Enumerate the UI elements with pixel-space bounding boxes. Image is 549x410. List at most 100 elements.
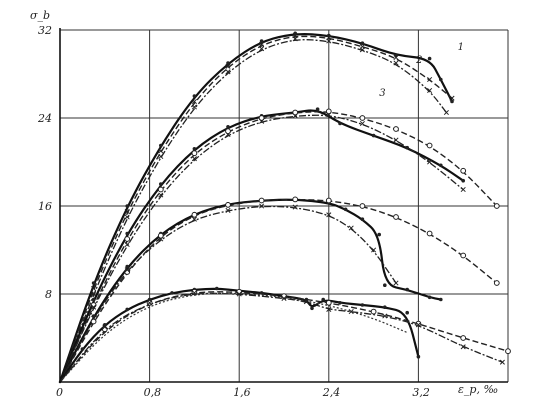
axes bbox=[59, 28, 508, 383]
series-8-point-10 bbox=[371, 247, 377, 253]
series-8-point-5 bbox=[225, 207, 231, 213]
series-5-point-5 bbox=[225, 131, 231, 138]
series-11-point-9 bbox=[382, 313, 388, 319]
series-0-point-2 bbox=[125, 204, 129, 208]
series-6-point-2 bbox=[125, 264, 129, 269]
series-6-point-15 bbox=[439, 297, 443, 302]
series-2-point-9 bbox=[359, 47, 365, 53]
series-9-point-18 bbox=[416, 354, 421, 359]
y-axis-label: σ_b bbox=[30, 9, 50, 22]
series-11-point-4 bbox=[236, 291, 242, 297]
series-10-point-6 bbox=[325, 299, 332, 306]
series-0-point-9 bbox=[360, 41, 365, 45]
series-2-point-6 bbox=[259, 46, 265, 52]
series-7-point-9 bbox=[359, 203, 366, 209]
series-11-point-5 bbox=[281, 295, 287, 301]
series-11-point-8 bbox=[348, 309, 354, 315]
series-8-point-7 bbox=[292, 204, 298, 210]
x-axis-label: ε_p, ‰ bbox=[458, 383, 498, 396]
series-6-point-12 bbox=[383, 283, 387, 288]
series-5-point-10 bbox=[393, 137, 399, 143]
series-9-point-5 bbox=[170, 291, 174, 295]
series-8-point-8 bbox=[326, 212, 332, 218]
series-1-point-3 bbox=[158, 148, 164, 154]
series-6-point-14 bbox=[427, 295, 432, 300]
curve-label-1: 1 bbox=[458, 42, 464, 53]
series-9-point-3 bbox=[125, 307, 129, 312]
series-9-point-16 bbox=[383, 305, 387, 310]
markers-layer bbox=[80, 31, 511, 365]
series-3-point-10 bbox=[371, 133, 376, 138]
series-2-point-2 bbox=[124, 214, 130, 220]
series-11-point-2 bbox=[147, 300, 153, 306]
labels-layer: σ_b ε_p, ‰ 0 0,8 1,6 2,4 3,2 8 16 24 32 1 2 3 bbox=[30, 9, 498, 399]
series-11-point-1 bbox=[102, 324, 108, 330]
series-0-point-13 bbox=[450, 99, 454, 104]
series-4-point-9 bbox=[359, 115, 366, 121]
series-1-point-11 bbox=[427, 76, 433, 83]
series-4-point-8 bbox=[325, 108, 332, 115]
curve-label-2: 2 bbox=[415, 55, 422, 66]
series-11-point-10 bbox=[415, 322, 421, 328]
series-4-point-5 bbox=[225, 128, 231, 135]
series-5-point-11 bbox=[427, 159, 433, 165]
series-10-point-8 bbox=[415, 320, 422, 327]
y-tick-label-3: 32 bbox=[38, 24, 52, 37]
series-9-point-7 bbox=[215, 286, 219, 291]
series-4-point-12 bbox=[460, 167, 467, 174]
x-tick-label-3: 2,4 bbox=[322, 386, 341, 399]
series-0-point-4 bbox=[192, 94, 197, 98]
series-line-4 bbox=[59, 111, 498, 383]
series-10-point-9 bbox=[460, 335, 467, 341]
series-5-point-9 bbox=[359, 120, 365, 127]
series-5-point-6 bbox=[259, 118, 265, 124]
series-2-point-12 bbox=[443, 109, 449, 116]
series-4-point-11 bbox=[426, 142, 433, 149]
series-0-point-11 bbox=[427, 56, 432, 61]
series-0-point-6 bbox=[259, 39, 264, 43]
series-6-point-9 bbox=[343, 207, 348, 212]
series-8-point-1 bbox=[91, 315, 97, 321]
series-9-point-1 bbox=[80, 347, 85, 351]
series-9-point-12 bbox=[310, 306, 314, 311]
x-tick-label-1: 0,8 bbox=[144, 386, 162, 399]
y-tick-label-2: 24 bbox=[37, 112, 52, 125]
series-7-point-1 bbox=[90, 318, 97, 325]
series-10-point-3 bbox=[191, 288, 198, 295]
series-4-point-13 bbox=[493, 203, 500, 209]
series-3-point-8 bbox=[315, 107, 320, 111]
series-3-point-5 bbox=[226, 125, 230, 129]
series-8-point-3 bbox=[158, 236, 164, 242]
series-9-point-9 bbox=[259, 291, 264, 295]
series-4-point-4 bbox=[191, 150, 198, 157]
series-5-point-3 bbox=[158, 192, 164, 198]
series-4-point-7 bbox=[292, 109, 299, 116]
series-line-6 bbox=[58, 198, 442, 384]
series-1-point-5 bbox=[225, 63, 231, 69]
series-6-point-10 bbox=[360, 217, 365, 221]
series-7-point-6 bbox=[258, 197, 265, 204]
series-3-point-9 bbox=[338, 121, 342, 126]
series-2-point-8 bbox=[326, 38, 332, 44]
series-3-point-3 bbox=[159, 182, 163, 186]
y-tick-label-0: 8 bbox=[45, 288, 52, 301]
series-7-point-10 bbox=[393, 214, 399, 220]
series-5-point-2 bbox=[124, 241, 130, 248]
series-3-point-13 bbox=[461, 178, 466, 183]
series-4-point-10 bbox=[393, 126, 399, 132]
series-3-point-12 bbox=[439, 163, 443, 168]
series-11-point-11 bbox=[460, 344, 466, 350]
series-8-point-11 bbox=[393, 280, 399, 286]
series-4-point-3 bbox=[157, 186, 164, 193]
series-0-point-12 bbox=[439, 77, 443, 82]
series-3-point-1 bbox=[91, 297, 96, 302]
series-line-2 bbox=[59, 39, 447, 383]
series-0-point-5 bbox=[226, 61, 230, 65]
series-line-0 bbox=[58, 33, 454, 384]
series-7-point-13 bbox=[493, 280, 500, 286]
series-2-point-1 bbox=[91, 291, 97, 297]
curve-label-3: 3 bbox=[379, 88, 385, 99]
series-line-1 bbox=[59, 35, 453, 383]
series-7-point-5 bbox=[225, 202, 231, 208]
